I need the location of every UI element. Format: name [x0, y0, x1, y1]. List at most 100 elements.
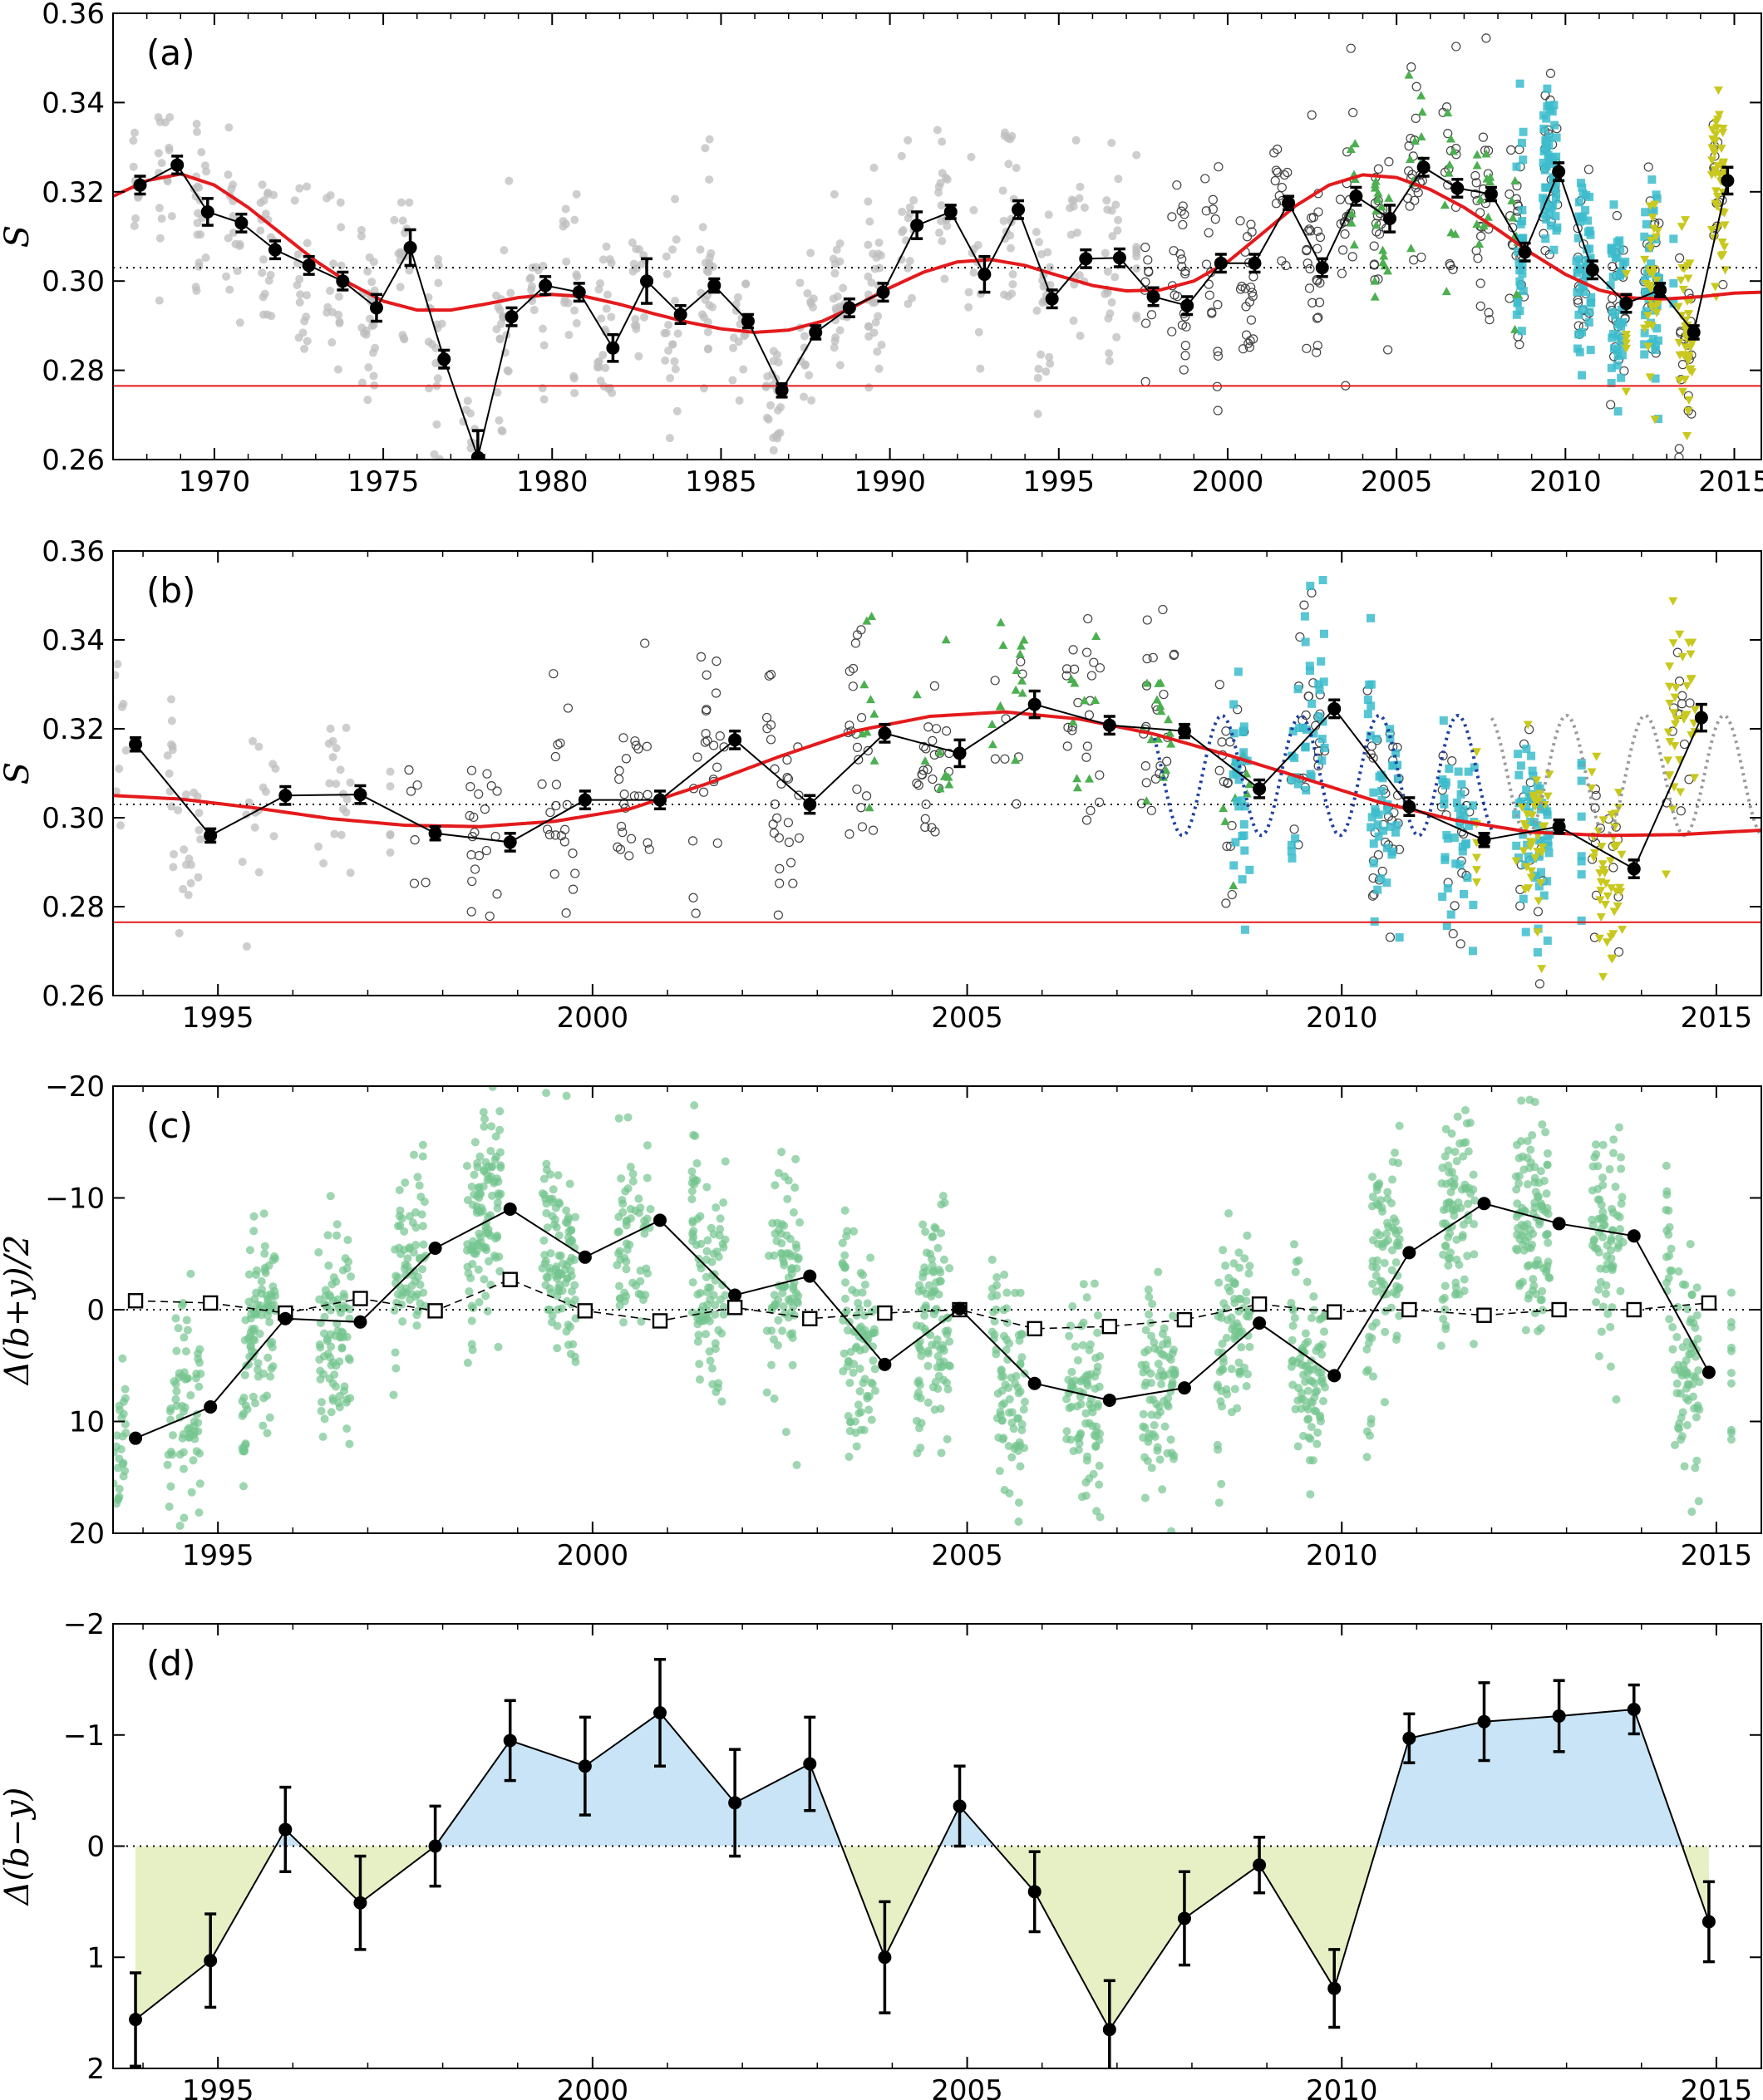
- data-point-open: [1095, 770, 1105, 780]
- data-point-open: [406, 786, 416, 796]
- data-point-green: [764, 1252, 773, 1261]
- data-point-gray: [561, 204, 570, 214]
- mean-marker: [1627, 862, 1641, 876]
- data-point-green: [1536, 1324, 1545, 1333]
- data-point-square: [1373, 820, 1382, 829]
- data-point-gray: [327, 338, 337, 347]
- data-point-triangle-down: [1670, 742, 1680, 751]
- data-point-green: [1289, 1240, 1298, 1249]
- data-point-green: [711, 1339, 720, 1348]
- y-tick-label: 0.28: [42, 891, 105, 924]
- data-point-open: [1455, 939, 1465, 949]
- data-point-open: [848, 681, 858, 691]
- data-point-open: [621, 754, 632, 764]
- data-point-green: [717, 1397, 726, 1406]
- data-point-green: [1234, 1248, 1243, 1257]
- data-point-gray: [741, 279, 751, 288]
- mean-marker: [1585, 263, 1599, 277]
- data-point-gray: [729, 333, 738, 342]
- data-point-green: [916, 1443, 925, 1453]
- data-point-green: [263, 1429, 272, 1438]
- data-point-open: [615, 844, 626, 854]
- data-point-green: [693, 1337, 702, 1346]
- data-point-green: [341, 1254, 350, 1263]
- data-point-square: [1608, 307, 1618, 317]
- data-point-triangle-down: [1675, 755, 1685, 765]
- data-point-triangle-down: [1544, 770, 1554, 780]
- data-point-square: [1577, 916, 1586, 925]
- data-point-open: [1471, 178, 1481, 188]
- mean-marker: [578, 1759, 592, 1773]
- data-point-square: [1616, 336, 1625, 345]
- data-point-triangle-up: [1229, 881, 1239, 890]
- data-point-open: [1061, 671, 1071, 681]
- data-point-gray: [469, 512, 477, 520]
- data-point-gray: [500, 246, 509, 255]
- data-point-green: [1093, 1399, 1102, 1409]
- data-point-green: [1395, 1283, 1404, 1292]
- data-point-open: [1448, 928, 1458, 939]
- data-point-green: [1441, 1124, 1450, 1134]
- mean-marker: [403, 240, 417, 254]
- data-point-gray: [1076, 182, 1085, 191]
- data-point-gray: [1103, 267, 1112, 276]
- data-point-open: [1180, 351, 1190, 361]
- data-point-gray: [634, 245, 643, 254]
- data-point-green: [463, 1262, 472, 1271]
- data-point-green: [567, 1286, 576, 1296]
- data-point-green: [315, 1340, 324, 1350]
- data-point-square: [1386, 822, 1395, 831]
- data-point-green: [918, 1220, 928, 1229]
- data-point-gray: [334, 292, 343, 301]
- data-point-gray: [271, 764, 280, 773]
- x-tick-label: 1995: [182, 2074, 254, 2100]
- data-point-green: [115, 1484, 124, 1493]
- data-point-gray: [904, 214, 913, 223]
- data-point-triangle-down: [1711, 118, 1721, 127]
- data-point-open: [545, 807, 555, 818]
- data-point-green: [260, 1263, 269, 1272]
- data-point-green: [323, 1350, 332, 1359]
- data-point-gray: [175, 928, 184, 937]
- mean-marker: [910, 219, 924, 233]
- data-point-open: [1411, 113, 1421, 124]
- data-point-green: [1307, 1313, 1316, 1322]
- data-point-square: [1521, 927, 1530, 937]
- data-point-gray: [113, 787, 121, 796]
- data-point-gray: [259, 783, 268, 792]
- data-point-green: [397, 1300, 406, 1309]
- data-point-triangle-up: [1017, 676, 1027, 685]
- data-point-gray: [334, 310, 343, 319]
- data-point-green: [259, 1369, 268, 1378]
- data-point-triangle-up: [1380, 261, 1390, 270]
- data-point-green: [1093, 1362, 1102, 1371]
- data-point-square: [1537, 868, 1546, 877]
- scatter-green: [1346, 70, 1525, 333]
- data-point-green: [481, 1291, 490, 1301]
- data-point-open: [712, 762, 722, 772]
- mean-marker: [653, 1213, 667, 1227]
- mean-marker: [842, 301, 856, 315]
- data-point-square: [1234, 667, 1243, 676]
- data-point-green: [1091, 1354, 1101, 1363]
- data-point-green: [920, 1311, 929, 1320]
- mean-marker: [1552, 1217, 1566, 1231]
- data-point-green: [463, 1358, 472, 1367]
- data-point-open: [474, 851, 485, 861]
- data-point-open: [927, 823, 937, 833]
- data-point-gray: [560, 298, 569, 307]
- data-point-green: [271, 1306, 280, 1316]
- data-point-triangle-down: [1711, 187, 1721, 196]
- data-point-triangle-down: [1598, 972, 1608, 981]
- data-point-gray: [405, 198, 414, 207]
- data-point-square: [1301, 742, 1310, 751]
- data-point-square: [1239, 819, 1248, 829]
- data-point-green: [938, 1315, 947, 1324]
- data-point-green: [347, 1272, 356, 1281]
- data-point-green: [774, 1316, 783, 1325]
- data-point-green: [1444, 1161, 1453, 1170]
- data-point-green: [1214, 1445, 1223, 1454]
- data-point-green: [488, 1191, 497, 1200]
- panel-label: (d): [146, 1643, 195, 1684]
- data-point-green: [1601, 1289, 1610, 1298]
